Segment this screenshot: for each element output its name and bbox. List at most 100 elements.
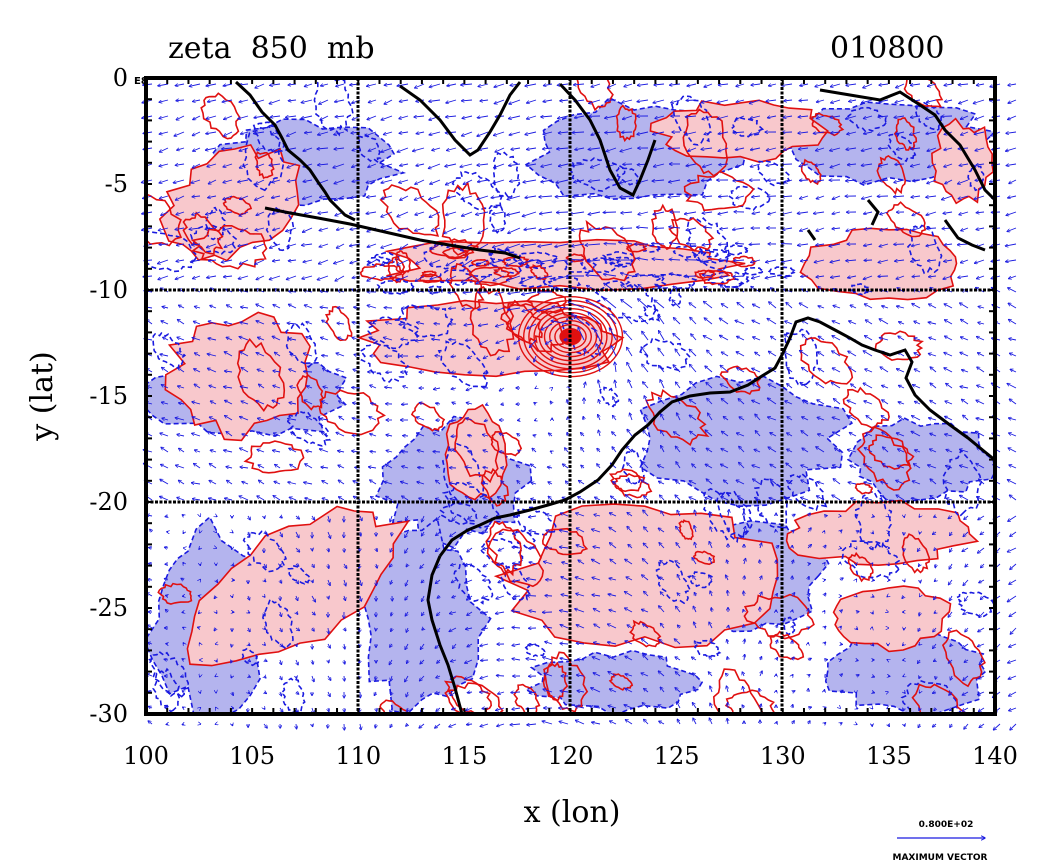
wind-vector — [557, 148, 569, 149]
negative-contour — [189, 224, 238, 255]
wind-vector — [896, 83, 905, 88]
wind-vector — [932, 723, 937, 727]
wind-vector — [445, 179, 457, 185]
positive-region — [832, 585, 952, 653]
wind-vector — [399, 115, 409, 119]
wind-vector — [783, 116, 793, 118]
wind-vector — [466, 724, 473, 725]
wind-vector — [192, 211, 201, 215]
wind-vector — [766, 100, 777, 101]
wind-vector — [541, 116, 553, 117]
wind-vector — [222, 148, 233, 149]
wind-vector — [223, 179, 233, 183]
wind-vector — [159, 131, 169, 134]
wind-vector — [903, 676, 904, 677]
x-tick-label: 100 — [123, 742, 169, 770]
wind-vector — [256, 211, 265, 215]
positive-contour — [854, 482, 873, 495]
wind-vector — [525, 131, 537, 135]
wind-vector — [397, 147, 409, 152]
wind-vector — [349, 212, 361, 214]
negative-contour — [500, 566, 531, 601]
wind-vector — [206, 132, 217, 134]
wind-vector — [535, 420, 537, 421]
positive-contour — [485, 520, 523, 577]
wind-vector — [974, 195, 985, 199]
positive-contour — [501, 255, 531, 268]
wind-vector — [961, 131, 969, 135]
positive-contour — [743, 593, 815, 640]
wind-vector — [191, 179, 201, 183]
wind-vector — [176, 100, 185, 101]
wind-vector — [270, 84, 281, 85]
wind-vector — [390, 723, 392, 728]
wind-vector — [1009, 339, 1017, 341]
negative-contour — [707, 271, 750, 288]
wind-vector — [960, 115, 969, 119]
wind-vector — [256, 148, 265, 150]
positive-contour — [799, 337, 854, 385]
wind-vector — [783, 148, 793, 150]
wind-vector — [592, 722, 601, 724]
wind-vector — [367, 115, 377, 120]
wind-vector — [401, 404, 409, 405]
wind-vector — [588, 148, 601, 150]
wind-vector — [462, 115, 473, 118]
wind-vector — [1010, 563, 1017, 570]
wind-vector — [688, 147, 697, 151]
wind-vector — [176, 211, 185, 215]
wind-vector — [200, 708, 201, 709]
y-axis-tick-labels: 0 -5 -10 -15 -20 -25 -30 — [89, 64, 128, 728]
wind-vector — [365, 131, 377, 136]
wind-vector — [375, 675, 376, 680]
wind-vector — [183, 627, 184, 628]
negative-contour — [242, 530, 288, 573]
wind-vector — [856, 612, 859, 613]
wind-vector — [429, 211, 441, 217]
negative-contour — [730, 116, 765, 138]
wind-vector — [718, 196, 729, 197]
wind-vector — [784, 179, 793, 183]
wind-vector — [223, 195, 233, 200]
wind-vector — [879, 148, 889, 149]
wind-vector — [703, 196, 713, 197]
wind-vector — [958, 195, 969, 199]
wind-vector — [381, 147, 393, 152]
wind-vector — [687, 83, 697, 86]
wind-vector — [1007, 384, 1017, 389]
wind-vector — [193, 115, 201, 120]
wind-vector — [303, 195, 313, 199]
wind-vector — [223, 84, 233, 86]
positive-contour — [728, 255, 757, 268]
wind-vector — [368, 163, 377, 167]
wind-vector — [575, 148, 585, 150]
wind-vector — [686, 100, 697, 101]
wind-vector — [497, 723, 505, 726]
positive-contour — [513, 683, 541, 714]
wind-vector — [856, 660, 858, 661]
wind-vector — [622, 115, 633, 119]
wind-vector — [507, 195, 521, 200]
negative-contour — [703, 487, 750, 544]
wind-vector — [495, 147, 505, 152]
wind-vector — [776, 722, 777, 724]
positive-region — [158, 143, 301, 262]
wind-vector — [1006, 211, 1017, 215]
wind-vector — [255, 179, 265, 184]
negative-contour — [608, 256, 635, 268]
wind-vector — [189, 83, 201, 86]
wind-vector — [927, 179, 937, 184]
wind-vector — [799, 100, 809, 101]
wind-vector — [381, 115, 393, 120]
wind-vector — [936, 676, 937, 679]
wind-vector — [1008, 115, 1017, 120]
wind-vector — [478, 83, 489, 87]
wind-vector — [304, 83, 313, 87]
wind-vector — [400, 164, 409, 166]
wind-vector — [920, 692, 921, 693]
wind-vector — [575, 720, 585, 725]
wind-vector — [335, 100, 345, 102]
wind-vector — [303, 180, 313, 182]
wind-vector — [381, 163, 393, 167]
negative-contour — [487, 249, 518, 262]
